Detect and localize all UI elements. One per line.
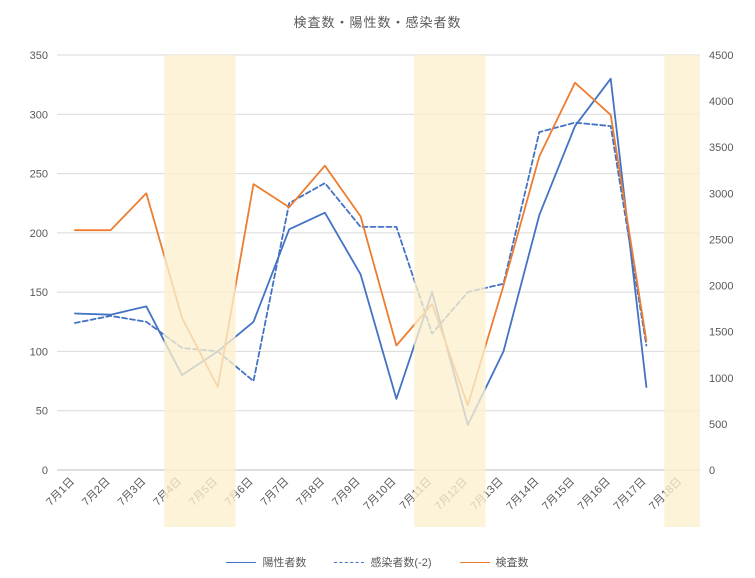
x-axis-tick-label: 7月7日 <box>259 476 292 509</box>
right-axis-tick-label: 0 <box>709 465 715 477</box>
x-axis-tick-label: 7月8日 <box>294 476 327 509</box>
legend-label-test-count: 検査数 <box>495 557 529 569</box>
legend-line-sample-solid-blue-icon <box>226 561 257 563</box>
highlight-band <box>164 55 236 527</box>
highlight-band <box>414 55 486 527</box>
x-axis-tick-label: 7月3日 <box>116 476 149 509</box>
left-axis-tick-label: 200 <box>30 228 48 240</box>
legend-item-test-count: 検査数 <box>459 554 529 570</box>
left-axis-tick-label: 50 <box>36 406 48 418</box>
legend-line-sample-solid-orange-icon <box>459 561 490 563</box>
left-axis-tick-label: 350 <box>30 50 48 62</box>
x-axis-tick-label: 7月17日 <box>611 476 648 513</box>
right-axis-tick-label: 2000 <box>709 281 733 293</box>
x-axis-tick-label: 7月15日 <box>540 476 577 513</box>
right-axis-tick-label: 3500 <box>709 142 733 154</box>
legend-label-positive-count: 陽性者数 <box>262 557 307 569</box>
chart-title: 検査数・陽性数・感染者数 <box>293 15 462 30</box>
left-axis-tick-label: 0 <box>42 465 48 477</box>
x-axis-tick-label: 7月16日 <box>576 476 613 513</box>
left-axis-tick-label: 250 <box>30 169 48 181</box>
legend-item-positive-count: 陽性者数 <box>226 554 306 570</box>
left-axis-tick-label: 100 <box>30 346 48 358</box>
left-axis-tick-label: 300 <box>30 109 48 121</box>
x-axis-tick-label: 7月2日 <box>80 476 113 509</box>
right-axis-tick-label: 3000 <box>709 188 733 200</box>
series-line-0 <box>74 77 648 426</box>
left-axis-tick-label: 150 <box>30 287 48 299</box>
right-axis-tick-label: 4500 <box>709 50 733 62</box>
right-axis-tick-label: 2500 <box>709 234 733 246</box>
x-axis-tick-label: 7月1日 <box>44 476 77 509</box>
legend-label-infected-count: 感染者数(-2) <box>370 557 432 569</box>
right-axis-tick-label: 500 <box>709 419 727 431</box>
right-axis-tick-label: 1000 <box>709 373 733 385</box>
x-axis-tick-label: 7月14日 <box>504 476 541 513</box>
x-axis-tick-label: 7月10日 <box>361 476 398 513</box>
x-axis-tick-label: 7月9日 <box>330 476 363 509</box>
series-line-2 <box>74 81 648 407</box>
right-axis-tick-label: 1500 <box>709 327 733 339</box>
right-axis-tick-label: 4000 <box>709 96 733 108</box>
legend-line-sample-dashed-blue-icon <box>334 561 365 563</box>
chart-legend: 陽性者数 感染者数(-2) 検査数 <box>0 554 755 570</box>
legend-item-infected-count: 感染者数(-2) <box>334 554 432 570</box>
highlight-band <box>664 55 700 527</box>
